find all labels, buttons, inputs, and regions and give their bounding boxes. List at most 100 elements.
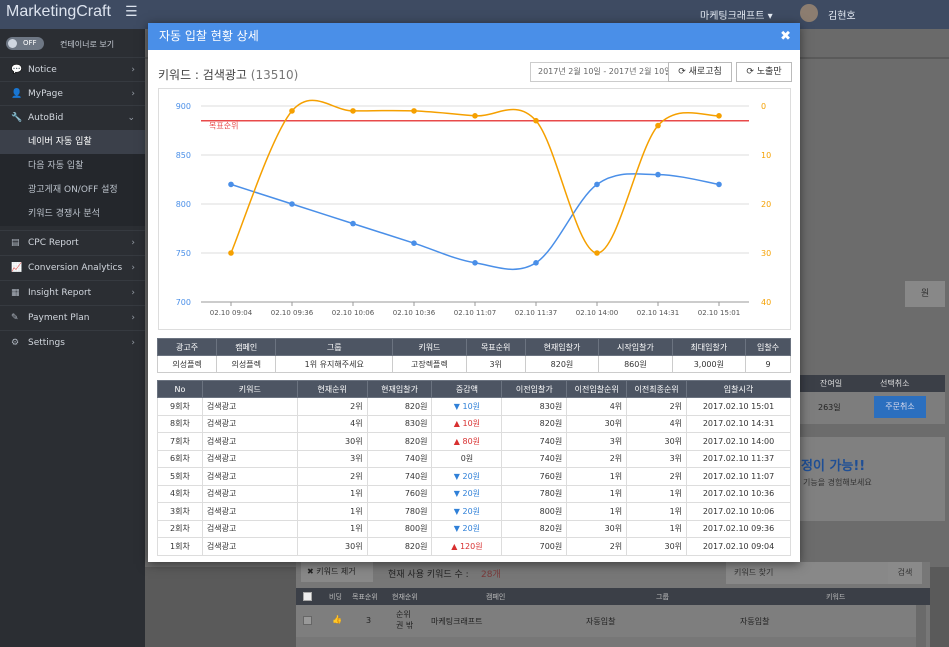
refresh-label: 새로고침 [688, 67, 722, 77]
bid-time: 2017.02.10 09:36 [686, 519, 791, 538]
select-all-checkbox[interactable] [303, 592, 312, 601]
x-tick-label: 02.10 10:06 [332, 309, 375, 317]
chart-svg: 900 850 800 750 700 0 10 20 30 40 02.10 09:04 02.10… [176, 99, 771, 317]
bid-time: 2017.02.10 10:06 [686, 502, 791, 521]
sidebar-item-cpc-report[interactable]: ▤ CPC Report › [0, 230, 145, 254]
table-row: 6회차 검색광고 3위 740원 0원 740원 2위 3위 2017.02.10 11:37 [157, 449, 791, 468]
bid-diff: ▼ 20원 [431, 467, 503, 486]
bid-time: 2017.02.10 14:00 [686, 432, 791, 451]
date-range-picker[interactable]: 2017년 2월 10일 - 2017년 2월 10일 [530, 62, 670, 82]
current-bid: 740원 [366, 467, 433, 486]
sidebar-item-mypage[interactable]: 👤 MyPage › [0, 81, 145, 105]
scrollbar[interactable] [916, 605, 926, 647]
table-row: 4회차 검색광고 1위 760원 ▼ 20원 780원 1위 1위 2017.02.10 10:… [157, 484, 791, 503]
round-no: 5회차 [157, 467, 203, 486]
close-icon[interactable]: ✖ [780, 29, 791, 44]
current-bid: 820원 [366, 432, 433, 451]
keyword: 검색광고 [201, 519, 298, 538]
summary-cell: 고장렉플렉 [392, 355, 467, 373]
sidebar-item-notice[interactable]: 💬 Notice › [0, 57, 145, 81]
sidebar-item-autobid[interactable]: 🔧 AutoBid ⌄ [0, 105, 145, 129]
data-point [472, 260, 478, 266]
toggle-label: 컨테이너로 보기 [60, 40, 115, 49]
current-bid: 800원 [366, 519, 433, 538]
history-col-header: 증감액 [431, 380, 503, 398]
chevron-right-icon: › [131, 238, 135, 248]
history-col-header: 현재순위 [296, 380, 368, 398]
current-rank: 30위 [296, 537, 368, 556]
cancel-order-button[interactable]: 주문취소 [874, 396, 926, 418]
company-dropdown[interactable]: 마케팅크래프트 ▾ [700, 11, 773, 22]
y-tick-left: 800 [176, 200, 191, 209]
bg-table-head: 잔여일 선택취소 [800, 375, 945, 392]
table-row: 1회차 검색광고 30위 820원 ▲ 120원 700원 2위 30위 2017.02.10 … [157, 537, 791, 556]
prev-final-rank: 3위 [626, 449, 688, 468]
current-bid: 820원 [366, 537, 433, 556]
hamburger-icon[interactable]: ☰ [125, 4, 138, 20]
series-line-0 [230, 173, 720, 271]
container-view-toggle[interactable]: OFF [6, 37, 44, 50]
prev-bid: 740원 [501, 432, 568, 451]
x-tick-label: 02.10 09:04 [210, 309, 253, 317]
brand-logo[interactable]: MarketingCraft [6, 3, 111, 20]
keyword: 검색광고 [201, 432, 298, 451]
prev-final-rank: 4위 [626, 414, 688, 433]
chevron-right-icon: › [131, 263, 135, 273]
user-icon: 👤 [11, 89, 23, 99]
exposure-only-button[interactable]: ⟳ 노출만 [736, 62, 792, 82]
sidebar-item-settings[interactable]: ⚙ Settings › [0, 330, 145, 354]
sidebar-item-payment[interactable]: ✎ Payment Plan › [0, 305, 145, 329]
sidebar-sub-onoff[interactable]: 광고게재 ON/OFF 설정 [0, 178, 145, 202]
bid-chart: 900 850 800 750 700 0 10 20 30 40 02.10 09:04 02.10… [158, 88, 791, 330]
keyword-search-input[interactable]: 키워드 찾기 [726, 562, 888, 584]
chevron-right-icon: › [131, 288, 135, 298]
remove-keyword-button[interactable]: ✖ 키워드 제거 [301, 562, 373, 582]
bid-time: 2017.02.10 14:31 [686, 414, 791, 433]
sidebar-sub-competitor[interactable]: 키워드 경쟁사 분석 [0, 202, 145, 226]
sidebar-sub-naver[interactable]: 네이버 자동 입찰 [0, 130, 145, 154]
row-checkbox[interactable] [303, 616, 312, 625]
current-rank: 1위 [296, 519, 368, 538]
sidebar-item-label: AutoBid [28, 113, 64, 123]
current-keyword-label: 현재 사용 키워드 수 : [388, 570, 469, 580]
bid-diff-value: 20원 [462, 489, 481, 499]
prev-bid: 780원 [501, 484, 568, 503]
bid-detail-modal: 자동 입찰 현황 상세 ✖ 키워드 : 검색광고 (13510) 2017년 2… [148, 23, 800, 562]
arrow-up-icon: ▲ [451, 541, 460, 551]
current-rank: 순위권 밖 [396, 610, 414, 630]
refresh-icon: ⟳ [678, 67, 689, 77]
data-point [472, 113, 478, 119]
thumb-icon[interactable]: 👍 [332, 615, 342, 624]
data-point [411, 108, 417, 114]
arrow-up-icon: ▲ [453, 436, 463, 446]
refresh-button[interactable]: ⟳ 새로고침 [668, 62, 732, 82]
sidebar-item-insight[interactable]: ▦ Insight Report › [0, 280, 145, 304]
summary-col-header: 목표순위 [465, 338, 526, 356]
prev-bid: 700원 [501, 537, 568, 556]
avatar[interactable] [800, 4, 818, 22]
toggle-knob [8, 39, 17, 48]
prev-final-rank: 1위 [626, 519, 688, 538]
summary-col-header: 광고주 [156, 338, 218, 356]
prev-bid: 820원 [501, 414, 568, 433]
exposure-label: 노출만 [756, 67, 782, 77]
table-row[interactable]: 👍 3 순위권 밖 마케팅크래프트 자동입찰 자동입찰 [296, 605, 916, 637]
sidebar-item-conversion[interactable]: 📈 Conversion Analytics › [0, 255, 145, 279]
round-no: 9회차 [157, 397, 203, 416]
data-point [350, 108, 356, 114]
prev-bid: 740원 [501, 449, 568, 468]
history-table: No 키워드 현재순위 현재입찰가 증감액 이전입찰가 이전입찰순위 이전최종순위 입찰시각 9… [157, 380, 791, 556]
summary-col-header: 입찰수 [745, 338, 791, 356]
search-button[interactable]: 검색 [888, 562, 922, 584]
summary-cell: 9 [745, 355, 791, 373]
y-tick-left: 900 [176, 102, 191, 111]
chat-icon: 💬 [11, 65, 23, 75]
y-tick-right: 40 [761, 298, 771, 307]
summary-col-header: 최대입찰가 [671, 338, 747, 356]
data-point [411, 240, 417, 246]
user-name[interactable]: 김현호 [828, 11, 856, 22]
sidebar-sub-daum[interactable]: 다음 자동 입찰 [0, 154, 145, 178]
bid-diff: ▼ 20원 [431, 502, 503, 521]
bid-diff: ▲ 80원 [431, 432, 503, 451]
keyword-list-panel: ✖ 키워드 제거 현재 사용 키워드 수 : 28개 키워드 찾기 검색 비딩 … [296, 562, 930, 647]
